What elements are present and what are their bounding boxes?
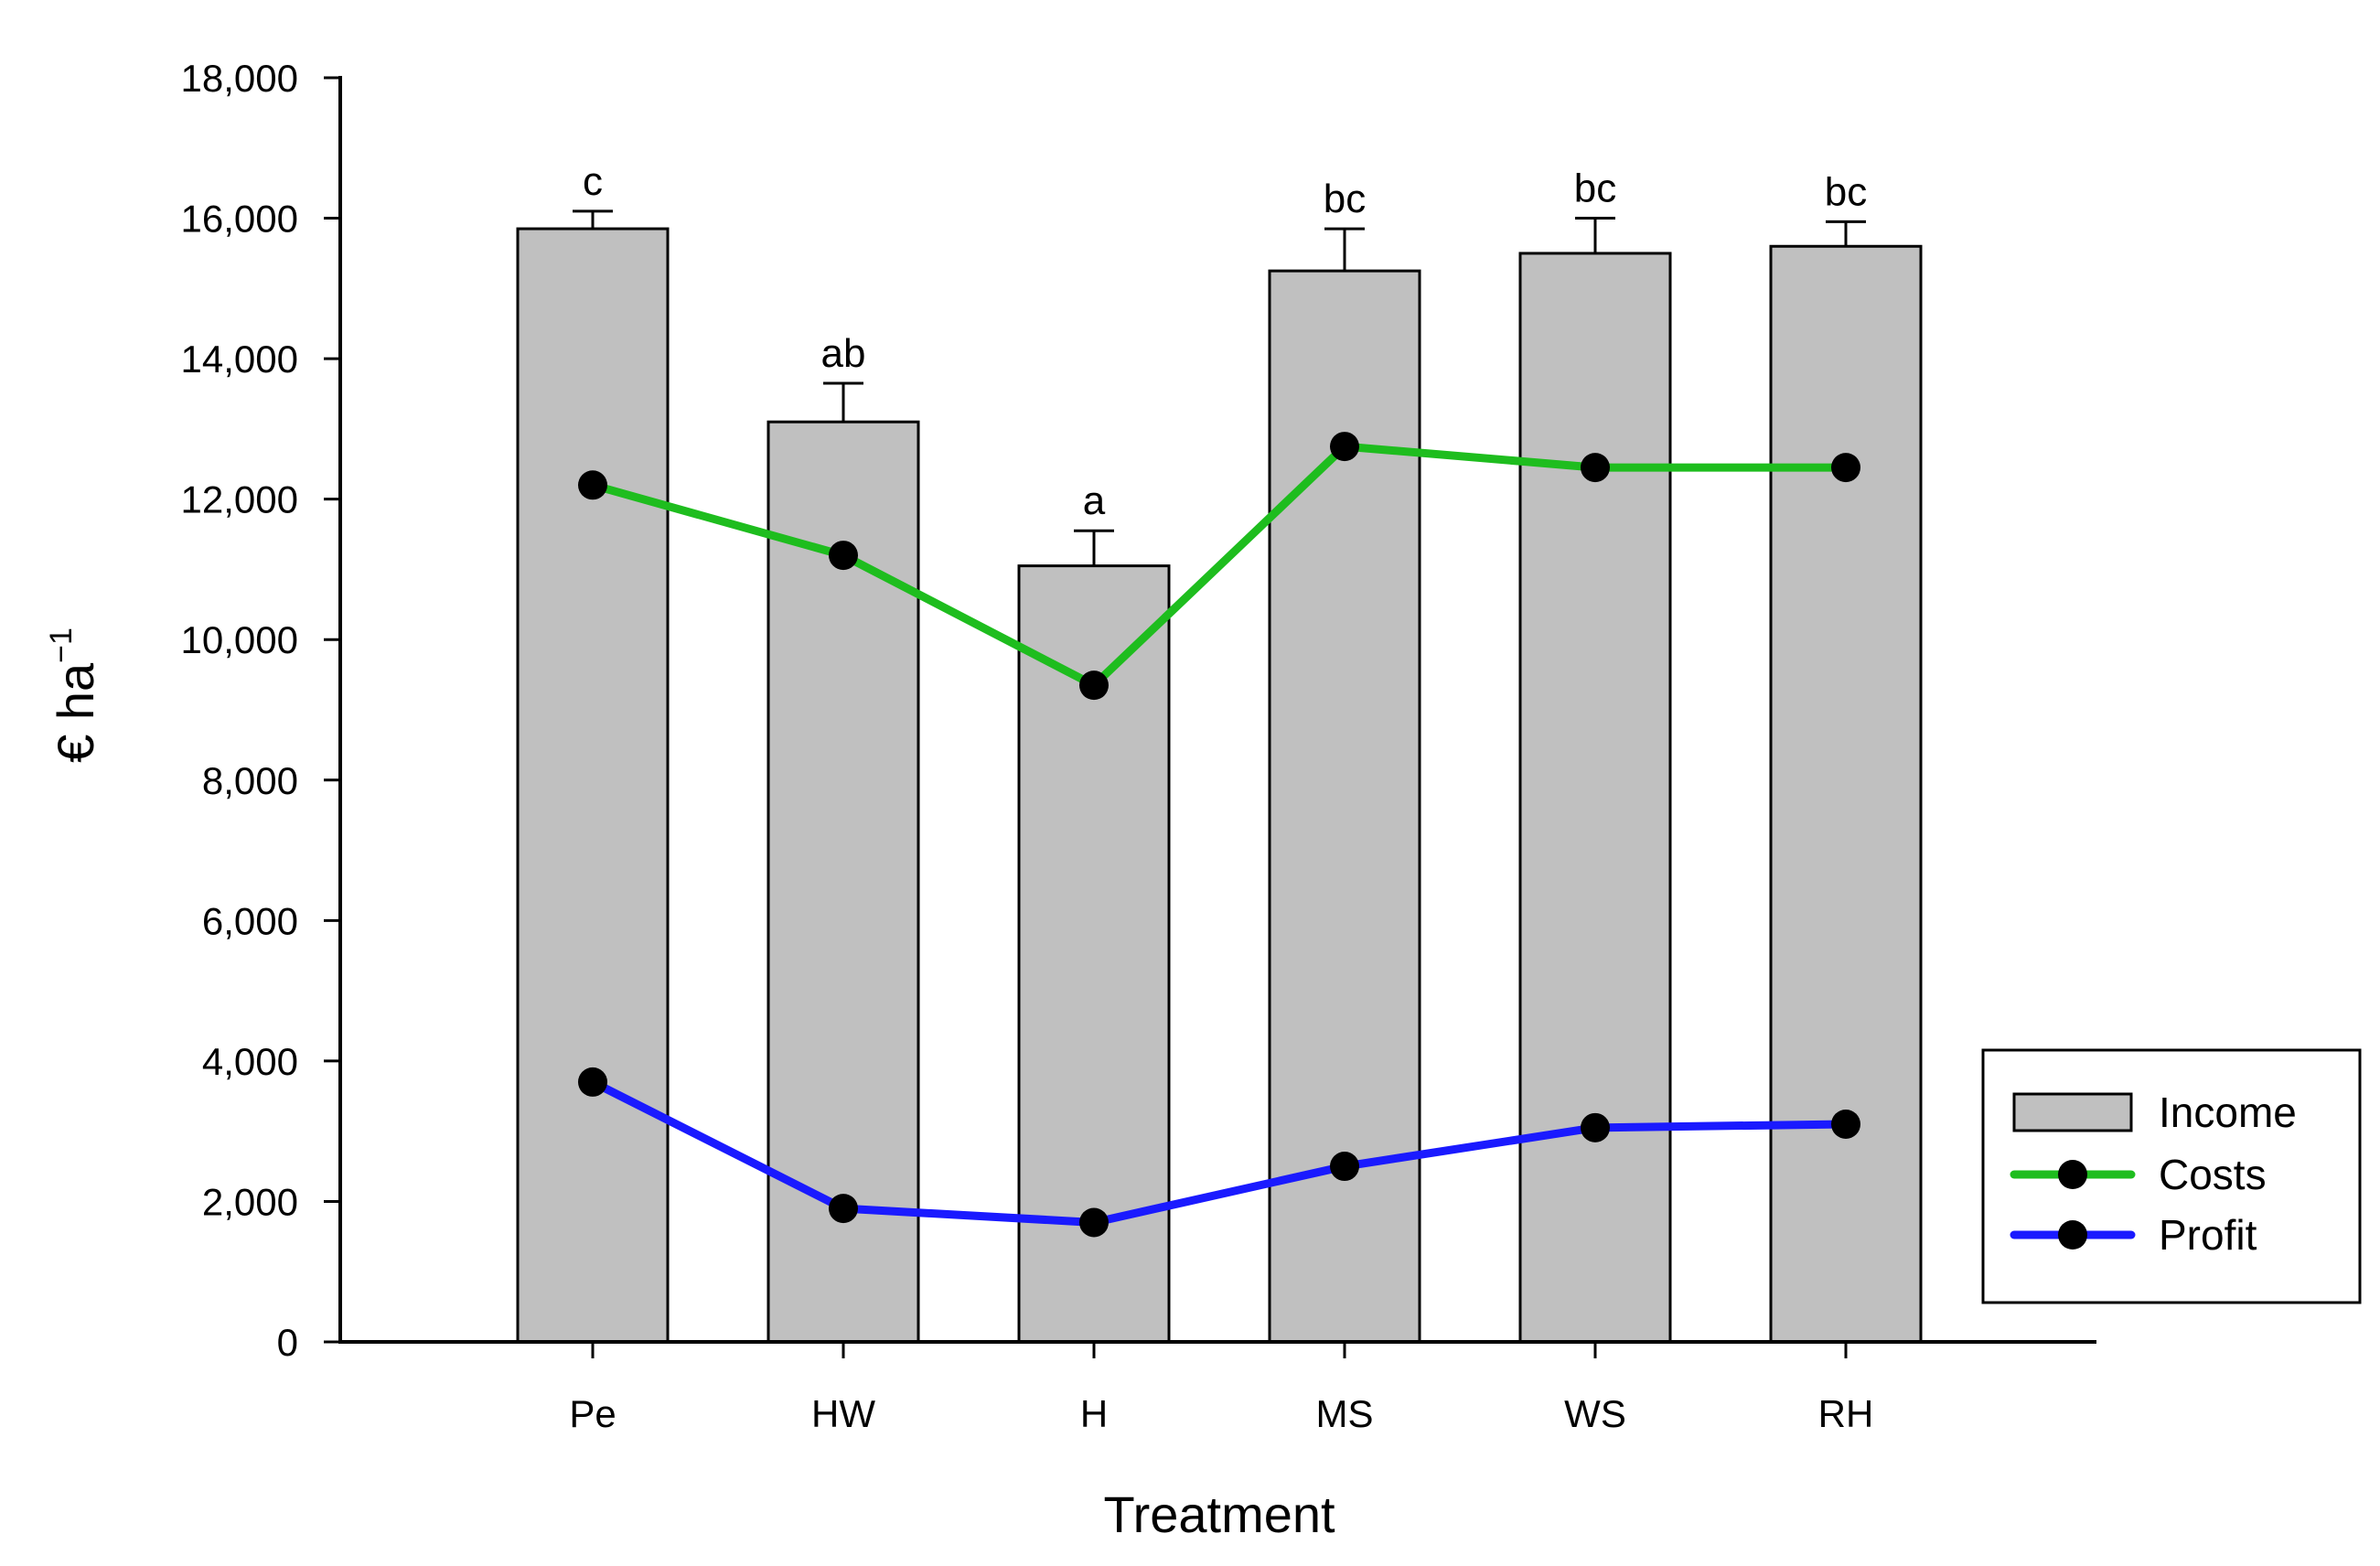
significance-label: bc: [1324, 177, 1366, 221]
profit-line: [588, 1078, 1850, 1227]
bars-layer: c ab a bc bc bc: [516, 159, 1923, 1344]
y-tick-label: 18,000: [181, 57, 298, 100]
x-tick-label: RH: [1818, 1392, 1874, 1435]
ticks-layer: 0 2,000 4,000 6,000 8,000 10,000 12,000 14,000 1…: [181, 57, 1874, 1435]
significance-label: bc: [1825, 169, 1867, 214]
y-tick-label: 16,000: [181, 198, 298, 241]
costs-point: [1831, 453, 1860, 483]
profit-point: [1831, 1109, 1860, 1139]
y-axis-title-main: € ha: [47, 662, 104, 763]
y-axis-title: € ha−1: [44, 627, 104, 763]
income-bar: [1769, 244, 1923, 1344]
income-bar: [767, 420, 920, 1344]
legend-marker-profit: [2058, 1220, 2087, 1250]
lines-layer: [578, 432, 1860, 1238]
y-tick-label: 8,000: [202, 759, 298, 802]
legend: Income Costs Profit: [1981, 1048, 2362, 1304]
y-tick-label: 6,000: [202, 899, 298, 942]
significance-label: ab: [821, 331, 866, 376]
profit-point: [1079, 1207, 1109, 1238]
y-axis-title-superscript: −1: [44, 627, 79, 663]
significance-label: c: [583, 159, 603, 204]
legend-swatch-income: [2012, 1092, 2133, 1132]
legend-label-profit: Profit: [2159, 1211, 2257, 1259]
x-tick-label: HW: [811, 1392, 875, 1435]
costs-point: [1330, 432, 1359, 462]
y-tick-label: 4,000: [202, 1040, 298, 1083]
significance-label: bc: [1574, 166, 1616, 211]
income-bar: [516, 227, 670, 1344]
y-tick-label: 0: [277, 1321, 298, 1364]
x-tick-label: MS: [1316, 1392, 1374, 1435]
costs-point: [1581, 453, 1610, 483]
x-tick-label: H: [1080, 1392, 1108, 1435]
profit-point: [578, 1067, 607, 1097]
axes-layer: [338, 76, 2096, 1344]
costs-line: [588, 442, 1850, 690]
profit-point: [829, 1194, 858, 1224]
x-tick-label: WS: [1564, 1392, 1626, 1435]
y-tick-label: 12,000: [181, 478, 298, 521]
legend-label-income: Income: [2159, 1089, 2297, 1136]
profit-point: [1330, 1152, 1359, 1182]
y-tick-label: 2,000: [202, 1180, 298, 1223]
x-tick-label: Pe: [569, 1392, 616, 1435]
y-tick-label: 14,000: [181, 338, 298, 381]
costs-point: [578, 470, 607, 500]
y-tick-label: 10,000: [181, 618, 298, 661]
costs-point: [829, 541, 858, 571]
costs-point: [1079, 670, 1109, 701]
significance-label: a: [1083, 478, 1106, 523]
income-bar: [1518, 252, 1672, 1344]
x-axis-title: Treatment: [1103, 1486, 1335, 1543]
legend-marker-costs: [2058, 1160, 2087, 1189]
legend-label-costs: Costs: [2159, 1151, 2267, 1198]
profit-point: [1581, 1112, 1610, 1142]
